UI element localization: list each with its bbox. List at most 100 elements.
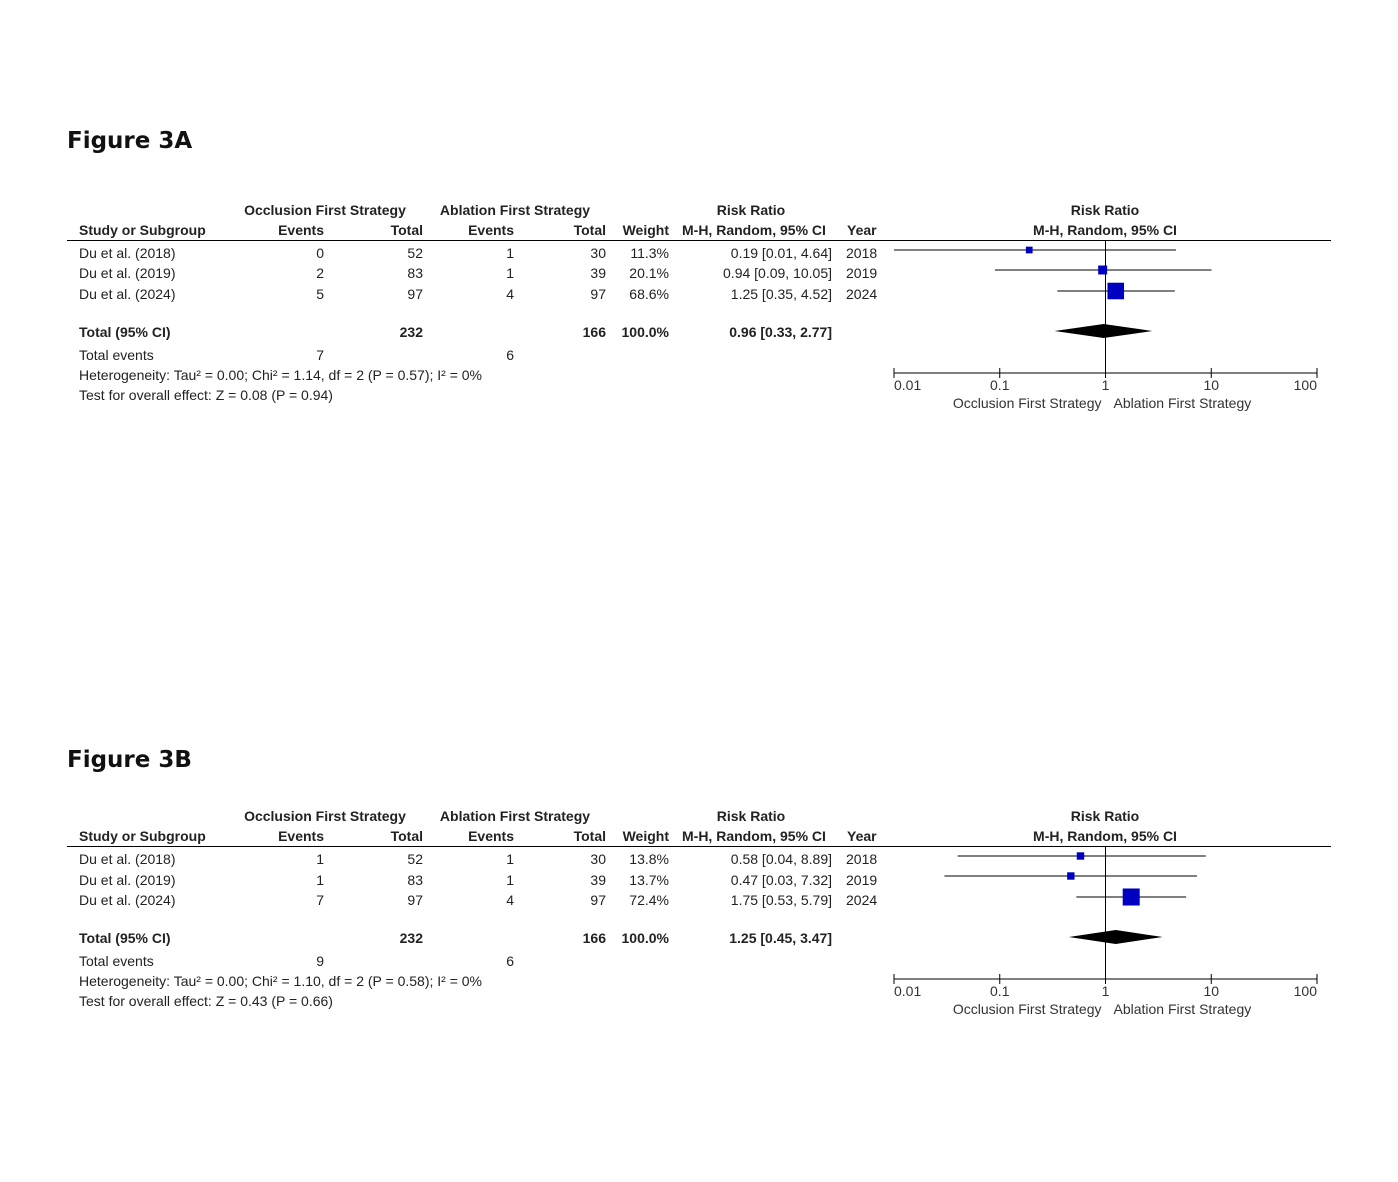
- x-tick-label: 100: [1294, 377, 1318, 393]
- ctl-total: 97: [590, 286, 606, 302]
- total-events-exp: 9: [316, 953, 324, 969]
- weight-header: Weight: [622, 828, 669, 844]
- study-marker: [1122, 888, 1140, 906]
- ctl-events: 4: [506, 286, 514, 302]
- plot-header: Risk Ratio: [1070, 808, 1140, 824]
- exp-events: 5: [316, 286, 324, 302]
- year: 2024: [846, 892, 878, 908]
- overall-effect-text: Test for overall effect: Z = 0.08 (P = 0…: [79, 387, 333, 403]
- ci-text: 0.47 [0.03, 7.32]: [730, 872, 832, 888]
- ctl-events: 1: [506, 851, 514, 867]
- x-tick-label: 100: [1294, 983, 1318, 999]
- ci-text: 1.25 [0.35, 4.52]: [730, 286, 832, 302]
- ctl-events: 1: [506, 245, 514, 261]
- exp-events: 7: [316, 892, 324, 908]
- ctl-events: 1: [506, 265, 514, 281]
- weight: 11.3%: [630, 245, 669, 261]
- ctl-total: 97: [590, 892, 606, 908]
- method-header: M-H, Random, 95% CI: [682, 828, 826, 844]
- effect-header: Risk Ratio: [716, 202, 786, 218]
- ctl-events-header: Events: [468, 222, 514, 238]
- exp-events: 1: [316, 872, 324, 888]
- ctl-total-header: Total: [573, 222, 606, 238]
- exp-total-sum: 232: [399, 324, 423, 340]
- study-column-header: Study or Subgroup: [79, 222, 206, 238]
- year: 2019: [846, 872, 878, 888]
- ctl-total-sum: 166: [582, 324, 606, 340]
- x-tick-label: 0.01: [894, 983, 921, 999]
- exp-total: 83: [407, 265, 423, 281]
- study-name: Du et al. (2024): [79, 286, 176, 302]
- control-group-header: Ablation First Strategy: [439, 202, 591, 218]
- plot-method-header: M-H, Random, 95% CI: [1033, 828, 1177, 844]
- total-events-label: Total events: [79, 347, 154, 363]
- control-group-header: Ablation First Strategy: [439, 808, 591, 824]
- total-events-ctl: 6: [506, 347, 514, 363]
- total-events-label: Total events: [79, 953, 154, 969]
- year-header: Year: [847, 222, 877, 238]
- x-tick-label: 0.1: [990, 983, 1010, 999]
- exp-total: 83: [407, 872, 423, 888]
- forest-plot-area: 0.01 0.1 1 10 100 Occlusion First Strategy Abl…: [893, 846, 1318, 1017]
- year: 2018: [846, 851, 878, 867]
- total-weight: 100.0%: [621, 930, 669, 946]
- x-tick-label: 0.01: [894, 377, 921, 393]
- ctl-total-header: Total: [573, 828, 606, 844]
- total-ci-text: 1.25 [0.45, 3.47]: [729, 930, 832, 946]
- overall-effect-text: Test for overall effect: Z = 0.43 (P = 0…: [79, 993, 333, 1009]
- ctl-total: 30: [590, 245, 606, 261]
- plot-header: Risk Ratio: [1070, 202, 1140, 218]
- method-header: M-H, Random, 95% CI: [682, 222, 826, 238]
- figure-3b-forest-plot: Occlusion First Strategy Ablation First …: [0, 806, 1398, 1036]
- exp-events-header: Events: [278, 828, 324, 844]
- total-label: Total (95% CI): [79, 930, 171, 946]
- ctl-events: 1: [506, 872, 514, 888]
- favours-right-label: Ablation First Strategy: [1114, 395, 1252, 411]
- study-column-header: Study or Subgroup: [79, 828, 206, 844]
- exp-total: 97: [407, 892, 423, 908]
- year: 2024: [846, 286, 878, 302]
- exp-events: 2: [316, 265, 324, 281]
- exp-events: 1: [316, 851, 324, 867]
- x-tick-label: 10: [1203, 377, 1219, 393]
- x-tick-label: 1: [1102, 983, 1110, 999]
- favours-right-label: Ablation First Strategy: [1114, 1001, 1252, 1017]
- experimental-group-header: Occlusion First Strategy: [244, 808, 406, 824]
- ctl-total: 39: [590, 872, 606, 888]
- ci-text: 0.19 [0.01, 4.64]: [730, 245, 832, 261]
- total-ci-text: 0.96 [0.33, 2.77]: [729, 324, 832, 340]
- study-marker: [1076, 852, 1085, 860]
- weight: 72.4%: [629, 892, 669, 908]
- figure-3b-title: Figure 3B: [67, 747, 192, 773]
- study-name: Du et al. (2019): [79, 265, 176, 281]
- ctl-events: 4: [506, 892, 514, 908]
- study-marker: [1098, 265, 1108, 275]
- ci-text: 0.94 [0.09, 10.05]: [723, 265, 832, 281]
- ctl-events-header: Events: [468, 828, 514, 844]
- pooled-diamond: [1054, 324, 1153, 338]
- header-divider: [67, 240, 1331, 241]
- study-marker: [1025, 246, 1033, 254]
- study-name: Du et al. (2018): [79, 851, 176, 867]
- weight-header: Weight: [622, 222, 669, 238]
- exp-total: 97: [407, 286, 423, 302]
- exp-events-header: Events: [278, 222, 324, 238]
- exp-total-header: Total: [390, 222, 423, 238]
- plot-method-header: M-H, Random, 95% CI: [1033, 222, 1177, 238]
- exp-total-header: Total: [390, 828, 423, 844]
- favours-left-label: Occlusion First Strategy: [953, 1001, 1102, 1017]
- ctl-total: 39: [590, 265, 606, 281]
- figure-3a-title: Figure 3A: [67, 128, 193, 154]
- pooled-diamond: [1068, 930, 1163, 944]
- ctl-total-sum: 166: [582, 930, 606, 946]
- weight: 13.7%: [629, 872, 669, 888]
- total-events-exp: 7: [316, 347, 324, 363]
- x-tick-label: 0.1: [990, 377, 1010, 393]
- study-name: Du et al. (2024): [79, 892, 176, 908]
- year: 2019: [846, 265, 878, 281]
- exp-total-sum: 232: [399, 930, 423, 946]
- study-marker: [1107, 282, 1125, 300]
- ci-text: 0.58 [0.04, 8.89]: [730, 851, 832, 867]
- x-tick-label: 10: [1203, 983, 1219, 999]
- header-divider: [67, 846, 1331, 847]
